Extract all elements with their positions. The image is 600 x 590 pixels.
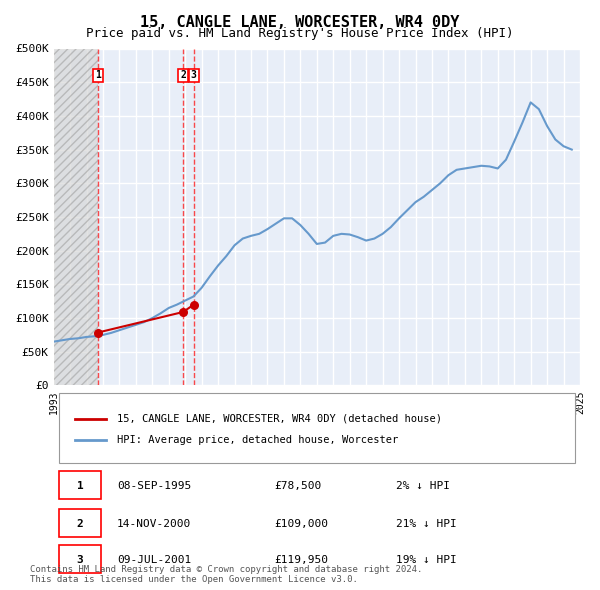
Text: £109,000: £109,000 — [275, 519, 329, 529]
Text: 3: 3 — [77, 555, 83, 565]
Text: 1: 1 — [95, 70, 101, 80]
Text: 15, CANGLE LANE, WORCESTER, WR4 0DY (detached house): 15, CANGLE LANE, WORCESTER, WR4 0DY (det… — [117, 414, 442, 424]
Text: 2: 2 — [180, 70, 186, 80]
Bar — [53, 48, 98, 385]
Text: 15, CANGLE LANE, WORCESTER, WR4 0DY: 15, CANGLE LANE, WORCESTER, WR4 0DY — [140, 15, 460, 30]
Text: 2% ↓ HPI: 2% ↓ HPI — [396, 481, 450, 491]
FancyBboxPatch shape — [59, 471, 101, 499]
Text: Price paid vs. HM Land Registry's House Price Index (HPI): Price paid vs. HM Land Registry's House … — [86, 27, 514, 40]
Point — [93, 328, 103, 337]
Text: 14-NOV-2000: 14-NOV-2000 — [117, 519, 191, 529]
Text: 21% ↓ HPI: 21% ↓ HPI — [396, 519, 457, 529]
Text: £119,950: £119,950 — [275, 555, 329, 565]
FancyBboxPatch shape — [59, 509, 101, 537]
Text: 2: 2 — [77, 519, 83, 529]
FancyBboxPatch shape — [59, 545, 101, 573]
Point — [189, 300, 199, 309]
Text: 3: 3 — [191, 70, 197, 80]
FancyBboxPatch shape — [59, 393, 575, 463]
Text: 19% ↓ HPI: 19% ↓ HPI — [396, 555, 457, 565]
Text: 1: 1 — [77, 481, 83, 491]
Point — [178, 307, 188, 317]
Text: 09-JUL-2001: 09-JUL-2001 — [117, 555, 191, 565]
Text: £78,500: £78,500 — [275, 481, 322, 491]
Text: HPI: Average price, detached house, Worcester: HPI: Average price, detached house, Worc… — [117, 435, 398, 445]
Text: 08-SEP-1995: 08-SEP-1995 — [117, 481, 191, 491]
Text: Contains HM Land Registry data © Crown copyright and database right 2024.
This d: Contains HM Land Registry data © Crown c… — [30, 565, 422, 584]
